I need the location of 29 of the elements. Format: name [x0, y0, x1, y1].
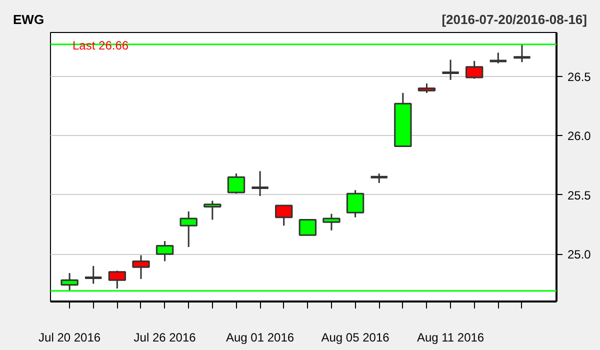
candlestick [346, 189, 364, 218]
candlestick [156, 240, 174, 262]
candlestick [84, 265, 103, 284]
candlestick [512, 44, 532, 63]
candlestick [275, 204, 293, 226]
candlestick [322, 213, 340, 232]
candlestick [180, 210, 198, 248]
candlestick [132, 254, 150, 280]
candlestick [108, 270, 126, 290]
y-tick-label: 25.0 [568, 248, 592, 262]
x-tick-label: Jul 26 2016 [134, 330, 196, 344]
y-tick-label: 26.5 [568, 70, 592, 84]
x-tick-label: Aug 01 2016 [226, 330, 294, 344]
x-tick-label: Jul 20 2016 [38, 330, 101, 344]
chart-title: EWG [13, 11, 44, 29]
y-tick-label: 26.0 [568, 129, 592, 144]
candlestick [204, 200, 222, 220]
x-tick-label: Aug 11 2016 [416, 330, 484, 344]
candlestick [488, 52, 508, 64]
candlestick [370, 172, 389, 184]
candlestick [440, 59, 460, 81]
candlestick [298, 218, 317, 236]
candlestick [418, 82, 436, 94]
candlestick [227, 172, 246, 194]
chart-subtitle: [2016-07-20/2016-08-16] [442, 11, 587, 29]
candlestick [466, 60, 484, 80]
candlestick [250, 170, 270, 197]
y-tick-label: 25.5 [568, 188, 592, 202]
x-tick-label: Aug 05 2016 [321, 330, 390, 344]
